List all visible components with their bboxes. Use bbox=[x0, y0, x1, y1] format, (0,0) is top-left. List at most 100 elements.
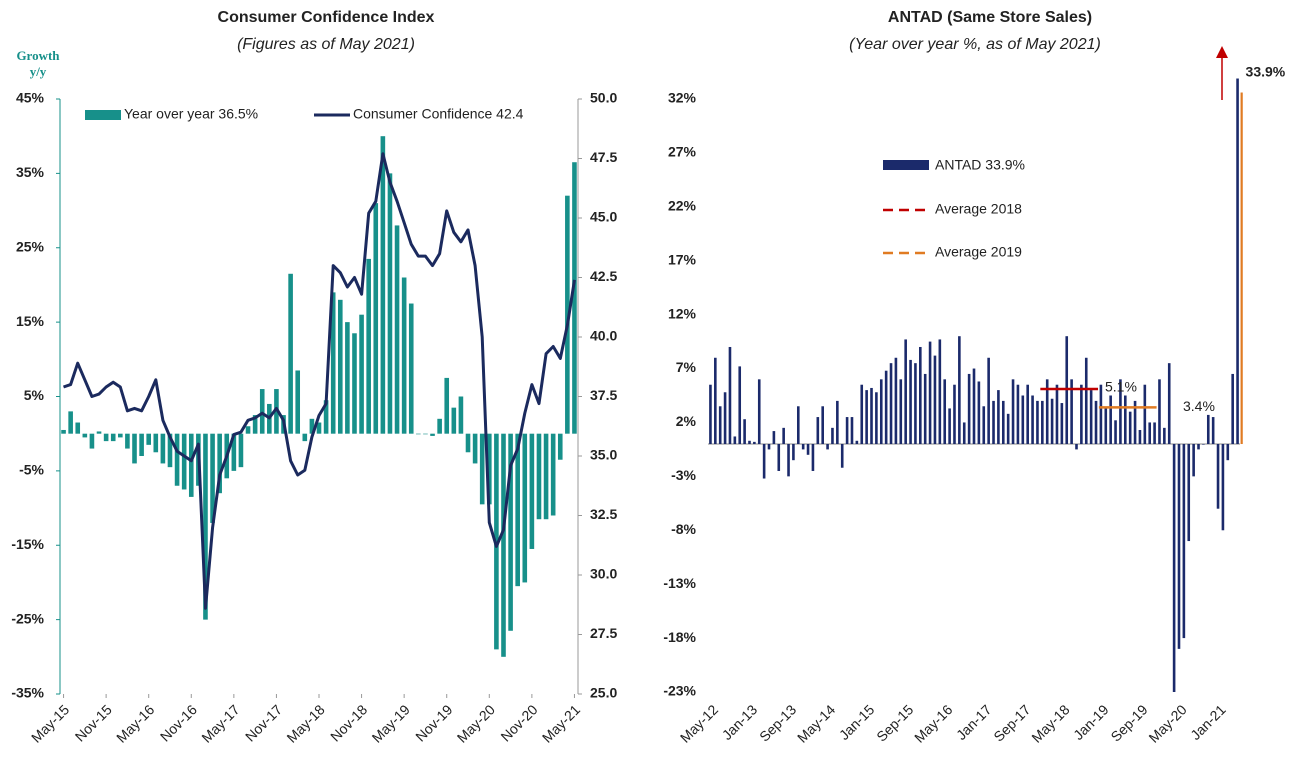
bar bbox=[962, 422, 966, 445]
x-tick-label: Sep-17 bbox=[990, 701, 1033, 744]
x-tick-label: Jan-15 bbox=[836, 701, 878, 743]
bar bbox=[928, 341, 932, 445]
bar bbox=[982, 406, 986, 445]
bar bbox=[565, 195, 570, 434]
bar bbox=[1075, 444, 1078, 450]
bar bbox=[437, 418, 442, 434]
x-tick-label: May-12 bbox=[677, 701, 721, 745]
bar bbox=[904, 339, 907, 445]
bar bbox=[899, 379, 903, 445]
bar bbox=[330, 292, 336, 434]
y-tick-label: 35% bbox=[16, 164, 45, 180]
bar bbox=[967, 373, 971, 445]
bar bbox=[792, 444, 795, 461]
y2-tick-label: 40.0 bbox=[590, 328, 617, 344]
bar bbox=[515, 433, 520, 587]
bar bbox=[1060, 403, 1064, 445]
bar bbox=[529, 433, 535, 549]
bar bbox=[416, 433, 421, 435]
bar bbox=[806, 444, 810, 455]
bar bbox=[733, 436, 737, 445]
bar bbox=[89, 433, 95, 449]
y-axis-title: Growth y/y bbox=[16, 48, 60, 79]
y-tick-label: 12% bbox=[668, 305, 697, 321]
y-tick-label: -25% bbox=[11, 610, 44, 626]
bar bbox=[821, 406, 824, 445]
y-tick-label: 25% bbox=[16, 238, 45, 254]
bar bbox=[738, 366, 742, 445]
y-tick-label: -3% bbox=[671, 467, 696, 483]
reference-label: 3.4% bbox=[1183, 398, 1215, 414]
value-label: 33.9% bbox=[1246, 64, 1286, 80]
bar bbox=[714, 357, 717, 445]
bar bbox=[1036, 400, 1039, 445]
bar bbox=[948, 408, 951, 445]
bar bbox=[1182, 444, 1186, 639]
x-tick-label: Nov-16 bbox=[157, 701, 200, 744]
bar bbox=[840, 444, 844, 468]
bar bbox=[387, 173, 393, 434]
x-tick-label: Nov-17 bbox=[242, 701, 285, 744]
bar bbox=[1070, 379, 1073, 445]
legend-label: Year over year 36.5% bbox=[124, 106, 258, 122]
x-tick-label: Nov-18 bbox=[327, 701, 370, 744]
y2-tick-label: 25.0 bbox=[590, 685, 617, 701]
bar bbox=[132, 433, 137, 464]
bar bbox=[203, 433, 208, 620]
bar bbox=[748, 440, 751, 445]
bar bbox=[1084, 357, 1088, 445]
x-tick-label: Jan-21 bbox=[1187, 701, 1229, 743]
bar bbox=[718, 406, 722, 445]
bar bbox=[1021, 395, 1025, 445]
y2-tick-label: 37.5 bbox=[590, 387, 617, 403]
bar bbox=[160, 433, 166, 464]
bar bbox=[550, 433, 556, 516]
x-tick-label: Sep-19 bbox=[1107, 701, 1150, 744]
bar bbox=[1206, 414, 1210, 445]
bar bbox=[909, 359, 912, 445]
bar bbox=[181, 433, 187, 490]
bar bbox=[923, 373, 927, 445]
legend-swatch bbox=[883, 160, 929, 170]
bar bbox=[288, 273, 293, 434]
bar bbox=[1124, 395, 1127, 445]
y-tick-label: 32% bbox=[668, 90, 697, 106]
x-tick-label: Sep-13 bbox=[756, 701, 799, 744]
bar bbox=[238, 433, 244, 468]
x-tick-label: May-18 bbox=[1028, 701, 1072, 745]
bar bbox=[1016, 384, 1020, 445]
y-tick-label: -23% bbox=[663, 683, 696, 699]
bar bbox=[366, 258, 371, 434]
bar bbox=[772, 431, 776, 445]
bar bbox=[345, 322, 350, 434]
y-tick-label: 5% bbox=[24, 387, 45, 403]
bar bbox=[1202, 444, 1205, 445]
bar bbox=[826, 444, 829, 450]
bar bbox=[557, 433, 563, 460]
bar bbox=[1177, 444, 1181, 649]
bar bbox=[933, 355, 937, 445]
x-tick-label: Jan-13 bbox=[719, 701, 761, 743]
bar bbox=[423, 433, 428, 435]
bar bbox=[1045, 379, 1049, 445]
x-tick-label: Sep-15 bbox=[873, 701, 916, 744]
bar bbox=[1133, 400, 1137, 445]
y2-tick-label: 35.0 bbox=[590, 447, 617, 463]
bar bbox=[1172, 444, 1176, 692]
bar bbox=[855, 440, 859, 445]
x-tick-label: May-20 bbox=[1145, 701, 1189, 745]
bar bbox=[210, 433, 215, 523]
bar bbox=[1128, 411, 1132, 445]
bar bbox=[977, 381, 981, 445]
bar bbox=[914, 363, 917, 445]
bar bbox=[1143, 384, 1147, 445]
bar bbox=[61, 429, 66, 434]
bar bbox=[1114, 420, 1117, 445]
bar bbox=[943, 379, 947, 445]
bar bbox=[1109, 395, 1112, 445]
bar bbox=[1153, 422, 1156, 445]
y-tick-label: -18% bbox=[663, 629, 696, 645]
bar bbox=[487, 433, 492, 505]
bar bbox=[997, 390, 1000, 445]
x-tick-label: May-19 bbox=[369, 701, 413, 745]
